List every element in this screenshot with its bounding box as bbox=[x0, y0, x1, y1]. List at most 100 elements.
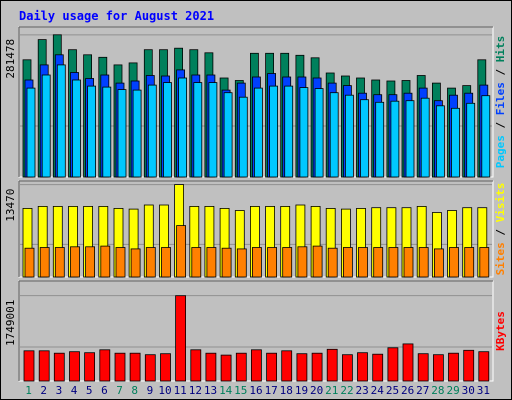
bar-pages-day-3 bbox=[56, 64, 66, 178]
day-label-1: 1 bbox=[25, 384, 32, 397]
bar-kbytes-day-4 bbox=[69, 351, 80, 382]
bar-sites-day-6 bbox=[100, 245, 111, 278]
bar-sites-day-30 bbox=[464, 247, 475, 278]
bar-pages-day-17 bbox=[269, 85, 279, 178]
bar-sites-day-19 bbox=[297, 246, 308, 278]
bar-sites-day-7 bbox=[115, 247, 126, 278]
side-legend: Pages / Files / Hits bbox=[494, 36, 507, 169]
bar-sites-day-12 bbox=[191, 247, 202, 278]
bar-sites-day-26 bbox=[403, 247, 414, 278]
bar-sites-day-1 bbox=[24, 247, 35, 278]
bar-pages-day-8 bbox=[132, 89, 142, 178]
bar-pages-day-7 bbox=[117, 89, 127, 178]
panel-kbytes: 1749001 KBytes bbox=[4, 280, 507, 382]
bar-pages-day-14 bbox=[223, 92, 233, 178]
day-label-25: 25 bbox=[386, 384, 399, 397]
bar-pages-day-2 bbox=[41, 74, 51, 178]
bar-sites-day-21 bbox=[327, 247, 338, 278]
bar-sites-day-4 bbox=[70, 246, 80, 278]
bar-kbytes-day-1 bbox=[23, 350, 35, 382]
bar-sites-day-28 bbox=[433, 248, 444, 278]
day-label-19: 19 bbox=[295, 384, 308, 397]
day-label-26: 26 bbox=[401, 384, 414, 397]
bar-kbytes-day-30 bbox=[463, 349, 475, 382]
day-axis: 1 2 3 4 5 6 7 8 9 10 11 12 13 14 15 16 17 18 19 20 21 22 23 24 2… bbox=[25, 384, 490, 397]
bar-pages-day-21 bbox=[329, 92, 339, 178]
day-label-22: 22 bbox=[340, 384, 353, 397]
day-label-10: 10 bbox=[158, 384, 171, 397]
bar-kbytes-day-29 bbox=[448, 352, 459, 382]
bar-sites-day-13 bbox=[206, 247, 217, 278]
day-label-28: 28 bbox=[431, 384, 444, 397]
bar-kbytes-day-22 bbox=[341, 354, 353, 382]
bar-pages-day-28 bbox=[435, 105, 445, 178]
bar-pages-day-26 bbox=[405, 100, 415, 178]
day-label-21: 21 bbox=[325, 384, 338, 397]
bar-pages-day-13 bbox=[208, 82, 218, 178]
bar-sites-day-18 bbox=[282, 247, 293, 278]
bar-pages-day-18 bbox=[284, 85, 294, 178]
bar-sites-day-17 bbox=[267, 247, 278, 278]
bar-pages-day-15 bbox=[238, 96, 248, 178]
bar-sites-day-10 bbox=[161, 247, 171, 278]
day-label-20: 20 bbox=[310, 384, 323, 397]
bar-kbytes-day-12 bbox=[190, 349, 202, 382]
legend-hits: Hits bbox=[494, 36, 507, 63]
legend-pages: Pages bbox=[494, 135, 507, 168]
chart-panels: 281478 Pages / Files / Hits 13470 Sites / V… bbox=[4, 26, 507, 382]
day-label-24: 24 bbox=[371, 384, 385, 397]
bar-kbytes-day-13 bbox=[205, 352, 217, 382]
day-label-16: 16 bbox=[249, 384, 262, 397]
bar-pages-day-20 bbox=[314, 88, 324, 178]
bar-kbytes-day-21 bbox=[326, 348, 338, 382]
bar-kbytes-day-17 bbox=[266, 352, 278, 382]
bar-sites-day-16 bbox=[251, 247, 262, 278]
bar-kbytes-day-5 bbox=[84, 352, 95, 382]
bar-pages-day-19 bbox=[299, 87, 309, 178]
bar-sites-day-15 bbox=[236, 248, 247, 278]
day-label-29: 29 bbox=[446, 384, 459, 397]
bar-kbytes-day-3 bbox=[53, 352, 65, 382]
bar-kbytes-day-14 bbox=[220, 354, 232, 382]
bar-pages-day-31 bbox=[481, 95, 491, 178]
bar-sites-day-9 bbox=[145, 247, 156, 278]
side-legend: KBytes bbox=[494, 311, 507, 351]
bar-kbytes-day-11 bbox=[175, 295, 187, 382]
bar-pages-day-29 bbox=[451, 107, 460, 178]
day-label-9: 9 bbox=[147, 384, 154, 397]
day-label-8: 8 bbox=[131, 384, 138, 397]
bar-sites-day-14 bbox=[221, 247, 232, 278]
bar-pages-day-27 bbox=[420, 97, 430, 178]
day-label-12: 12 bbox=[189, 384, 202, 397]
bar-pages-day-22 bbox=[344, 94, 354, 178]
legend-sites: Sites bbox=[494, 242, 507, 275]
day-label-17: 17 bbox=[265, 384, 278, 397]
bar-sites-day-22 bbox=[342, 247, 353, 278]
day-label-30: 30 bbox=[462, 384, 475, 397]
bar-pages-day-11 bbox=[178, 77, 188, 178]
bar-kbytes-day-10 bbox=[160, 353, 171, 382]
bar-kbytes-day-26 bbox=[402, 343, 414, 382]
legend-kbytes: KBytes bbox=[494, 311, 507, 351]
bar-kbytes-day-19 bbox=[296, 353, 308, 382]
bar-pages-day-9 bbox=[147, 84, 157, 178]
max-value-label: 13470 bbox=[4, 189, 17, 222]
bar-sites-day-20 bbox=[312, 245, 323, 278]
bar-sites-day-24 bbox=[373, 247, 384, 278]
bar-pages-day-24 bbox=[375, 101, 385, 178]
bar-pages-day-6 bbox=[102, 86, 112, 178]
bar-sites-day-25 bbox=[388, 247, 399, 278]
bar-kbytes-day-28 bbox=[432, 354, 444, 382]
bar-pages-day-5 bbox=[87, 85, 96, 178]
bar-pages-day-1 bbox=[26, 87, 36, 178]
bar-pages-day-4 bbox=[72, 79, 81, 178]
day-label-2: 2 bbox=[40, 384, 47, 397]
bar-kbytes-day-18 bbox=[281, 350, 293, 382]
day-label-23: 23 bbox=[355, 384, 368, 397]
bar-sites-day-5 bbox=[85, 246, 95, 278]
bar-kbytes-day-20 bbox=[311, 352, 323, 382]
bar-kbytes-day-9 bbox=[144, 354, 156, 382]
bar-pages-day-25 bbox=[390, 100, 400, 178]
